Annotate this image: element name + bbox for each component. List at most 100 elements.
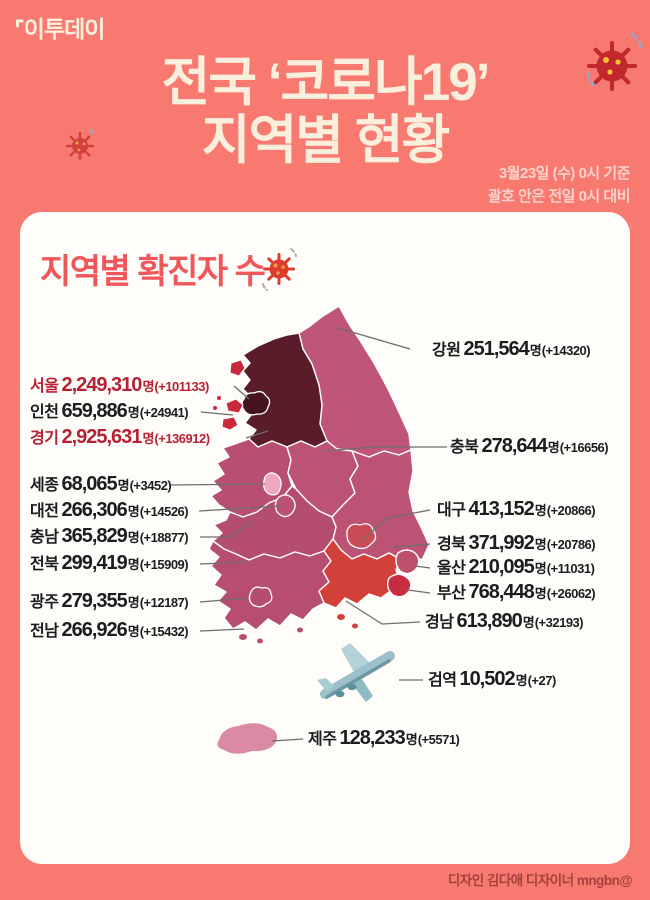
region-unit: 명 <box>534 537 547 552</box>
region-row-jeonbuk: 전북 299,419 명 (+15909) <box>30 552 189 574</box>
region-delta: (+136912) <box>154 431 210 446</box>
region-name: 세종 <box>30 477 59 494</box>
region-delta: (+11031) <box>546 561 595 576</box>
region-value: 299,419 <box>61 552 127 574</box>
region-row-chungbuk: 충북 278,644 명 (+16656) <box>450 435 609 457</box>
virus-icon-section <box>262 248 297 291</box>
region-value: 613,890 <box>456 610 522 632</box>
date-line1: 3월23일 (수) 0시 기준 <box>498 165 631 182</box>
region-value: 10,502 <box>459 668 515 690</box>
region-row-jeju: 제주 128,233 명 (+5571) <box>308 727 460 749</box>
region-value: 278,644 <box>481 435 547 457</box>
region-value: 371,992 <box>468 532 534 554</box>
region-value: 768,448 <box>468 581 534 603</box>
region-delta: (+12187) <box>139 595 189 610</box>
region-value: 365,829 <box>61 525 127 547</box>
page-title-line2: 지역별 현황 <box>201 110 451 170</box>
region-name: 인천 <box>30 404 59 421</box>
region-value: 266,306 <box>61 499 127 521</box>
region-value: 279,355 <box>61 590 127 612</box>
region-row-daegu: 대구 413,152 명 (+20866) <box>437 498 596 520</box>
virus-icon-small <box>65 129 95 161</box>
region-row-seoul: 서울 2,249,310 명 (+101133) <box>30 375 209 395</box>
region-value: 2,249,310 <box>61 374 142 396</box>
region-unit: 명 <box>534 586 547 601</box>
date-info: 3월23일 (수) 0시 기준 괄호 안은 전일 0시 대비 <box>487 163 631 208</box>
region-delta: (+15909) <box>139 557 189 572</box>
region-value: 251,564 <box>463 338 529 360</box>
region-delta: (+24941) <box>139 405 189 420</box>
region-unit: 명 <box>515 673 528 688</box>
region-name: 경기 <box>30 430 59 447</box>
region-value: 266,926 <box>61 619 127 641</box>
region-delta: (+14526) <box>139 504 189 519</box>
region-unit: 명 <box>529 343 542 358</box>
region-name: 제주 <box>308 731 337 748</box>
region-unit: 명 <box>117 478 130 493</box>
region-unit: 명 <box>405 732 418 747</box>
region-name: 부산 <box>437 585 466 602</box>
region-delta: (+26062) <box>546 586 596 601</box>
region-name: 검역 <box>428 672 457 689</box>
region-delta: (+101133) <box>154 379 209 394</box>
etoday-logo: ⌜이투데이 <box>14 16 105 42</box>
region-row-chungnam: 충남 365,829 명 (+18877) <box>30 525 189 547</box>
region-delta: (+27) <box>527 673 557 688</box>
region-row-busan: 부산 768,448 명 (+26062) <box>437 581 596 603</box>
region-value: 659,886 <box>61 400 127 422</box>
region-row-gwangju: 광주 279,355 명 (+12187) <box>30 590 189 612</box>
region-unit: 명 <box>534 561 547 576</box>
region-name: 충북 <box>450 439 479 456</box>
region-unit: 명 <box>522 615 535 630</box>
region-name: 대구 <box>437 502 466 519</box>
region-value: 413,152 <box>468 498 534 520</box>
region-unit: 명 <box>127 530 140 545</box>
region-value: 210,095 <box>468 556 534 578</box>
region-row-jeonnam: 전남 266,926 명 (+15432) <box>30 619 189 641</box>
region-name: 경북 <box>437 536 466 553</box>
region-name: 서울 <box>30 378 59 395</box>
region-delta: (+20866) <box>546 503 596 518</box>
region-unit: 명 <box>127 595 140 610</box>
region-value: 128,233 <box>339 727 405 749</box>
region-unit: 명 <box>547 440 560 455</box>
region-unit: 명 <box>127 624 140 639</box>
region-unit: 명 <box>127 405 140 420</box>
region-row-gyeongnam: 경남 613,890 명 (+32193) <box>425 610 584 632</box>
region-value: 68,065 <box>61 473 117 495</box>
region-unit: 명 <box>142 431 155 446</box>
region-delta: (+15432) <box>139 624 189 639</box>
page-title-line1: 전국 ‘코로나19’ <box>161 53 491 112</box>
region-delta: (+14320) <box>541 343 591 358</box>
region-row-incheon: 인천 659,886 명 (+24941) <box>30 400 189 422</box>
region-delta: (+32193) <box>534 615 584 630</box>
region-name: 울산 <box>437 560 466 577</box>
region-row-gyeongbuk: 경북 371,992 명 (+20786) <box>437 532 596 554</box>
virus-icon <box>586 32 643 91</box>
region-name: 대전 <box>30 503 59 520</box>
region-name: 광주 <box>30 594 59 611</box>
region-unit: 명 <box>534 503 547 518</box>
region-row-quarantine: 검역 10,502 명 (+27) <box>428 669 556 689</box>
designer-credit: 디자인 김다애 디자이너 mngbn@ <box>447 873 633 888</box>
region-unit: 명 <box>142 379 155 394</box>
region-name: 충남 <box>30 529 59 546</box>
region-delta: (+20786) <box>546 537 596 552</box>
region-name: 전북 <box>30 556 59 573</box>
region-name: 강원 <box>432 342 461 359</box>
region-delta: (+5571) <box>417 732 460 747</box>
region-name: 경남 <box>425 614 454 631</box>
region-delta: (+16656) <box>559 440 609 455</box>
region-name: 전남 <box>30 623 59 640</box>
page-title: 전국 ‘코로나19’ 지역별 현황 <box>0 54 650 170</box>
region-row-daejeon: 대전 266,306 명 (+14526) <box>30 499 189 521</box>
region-delta: (+3452) <box>129 478 172 493</box>
region-unit: 명 <box>127 504 140 519</box>
region-row-ulsan: 울산 210,095 명 (+11031) <box>437 556 595 578</box>
region-row-gangwon: 강원 251,564 명 (+14320) <box>432 338 591 360</box>
date-line2: 괄호 안은 전일 0시 대비 <box>487 187 631 205</box>
region-delta: (+18877) <box>139 530 189 545</box>
region-row-sejong: 세종 68,065 명 (+3452) <box>30 473 172 495</box>
section-title: 지역별 확진자 수 <box>40 253 266 291</box>
